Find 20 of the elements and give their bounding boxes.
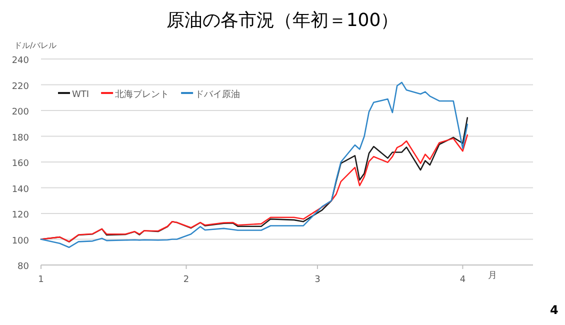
- y-tick-label: 240: [12, 56, 30, 66]
- y-tick-label: 120: [12, 210, 30, 220]
- y-tick-label: 220: [12, 82, 30, 92]
- y-tick-label: 200: [12, 108, 30, 118]
- y-tick-label: 180: [12, 133, 30, 144]
- legend-label: WTI: [72, 90, 90, 100]
- legend-label: 北海ブレント: [115, 89, 170, 100]
- x-tick-label: 3: [314, 275, 320, 285]
- legend-label: ドバイ原油: [195, 89, 240, 100]
- text: 4: [550, 303, 558, 317]
- x-tick-label: 1: [38, 275, 44, 285]
- x-axis-title: 月: [488, 271, 497, 281]
- y-tick-label: 100: [12, 236, 30, 246]
- y-axis-title: ドル/バレル: [14, 41, 57, 50]
- y-tick-label: 80: [18, 262, 30, 272]
- y-tick-label: 140: [12, 184, 30, 195]
- y-tick-label: 160: [12, 159, 30, 169]
- x-tick-label: 2: [183, 275, 190, 285]
- x-tick-label: 4: [460, 275, 466, 285]
- chart-title: 原油の各市況（年初＝100）: [166, 10, 399, 31]
